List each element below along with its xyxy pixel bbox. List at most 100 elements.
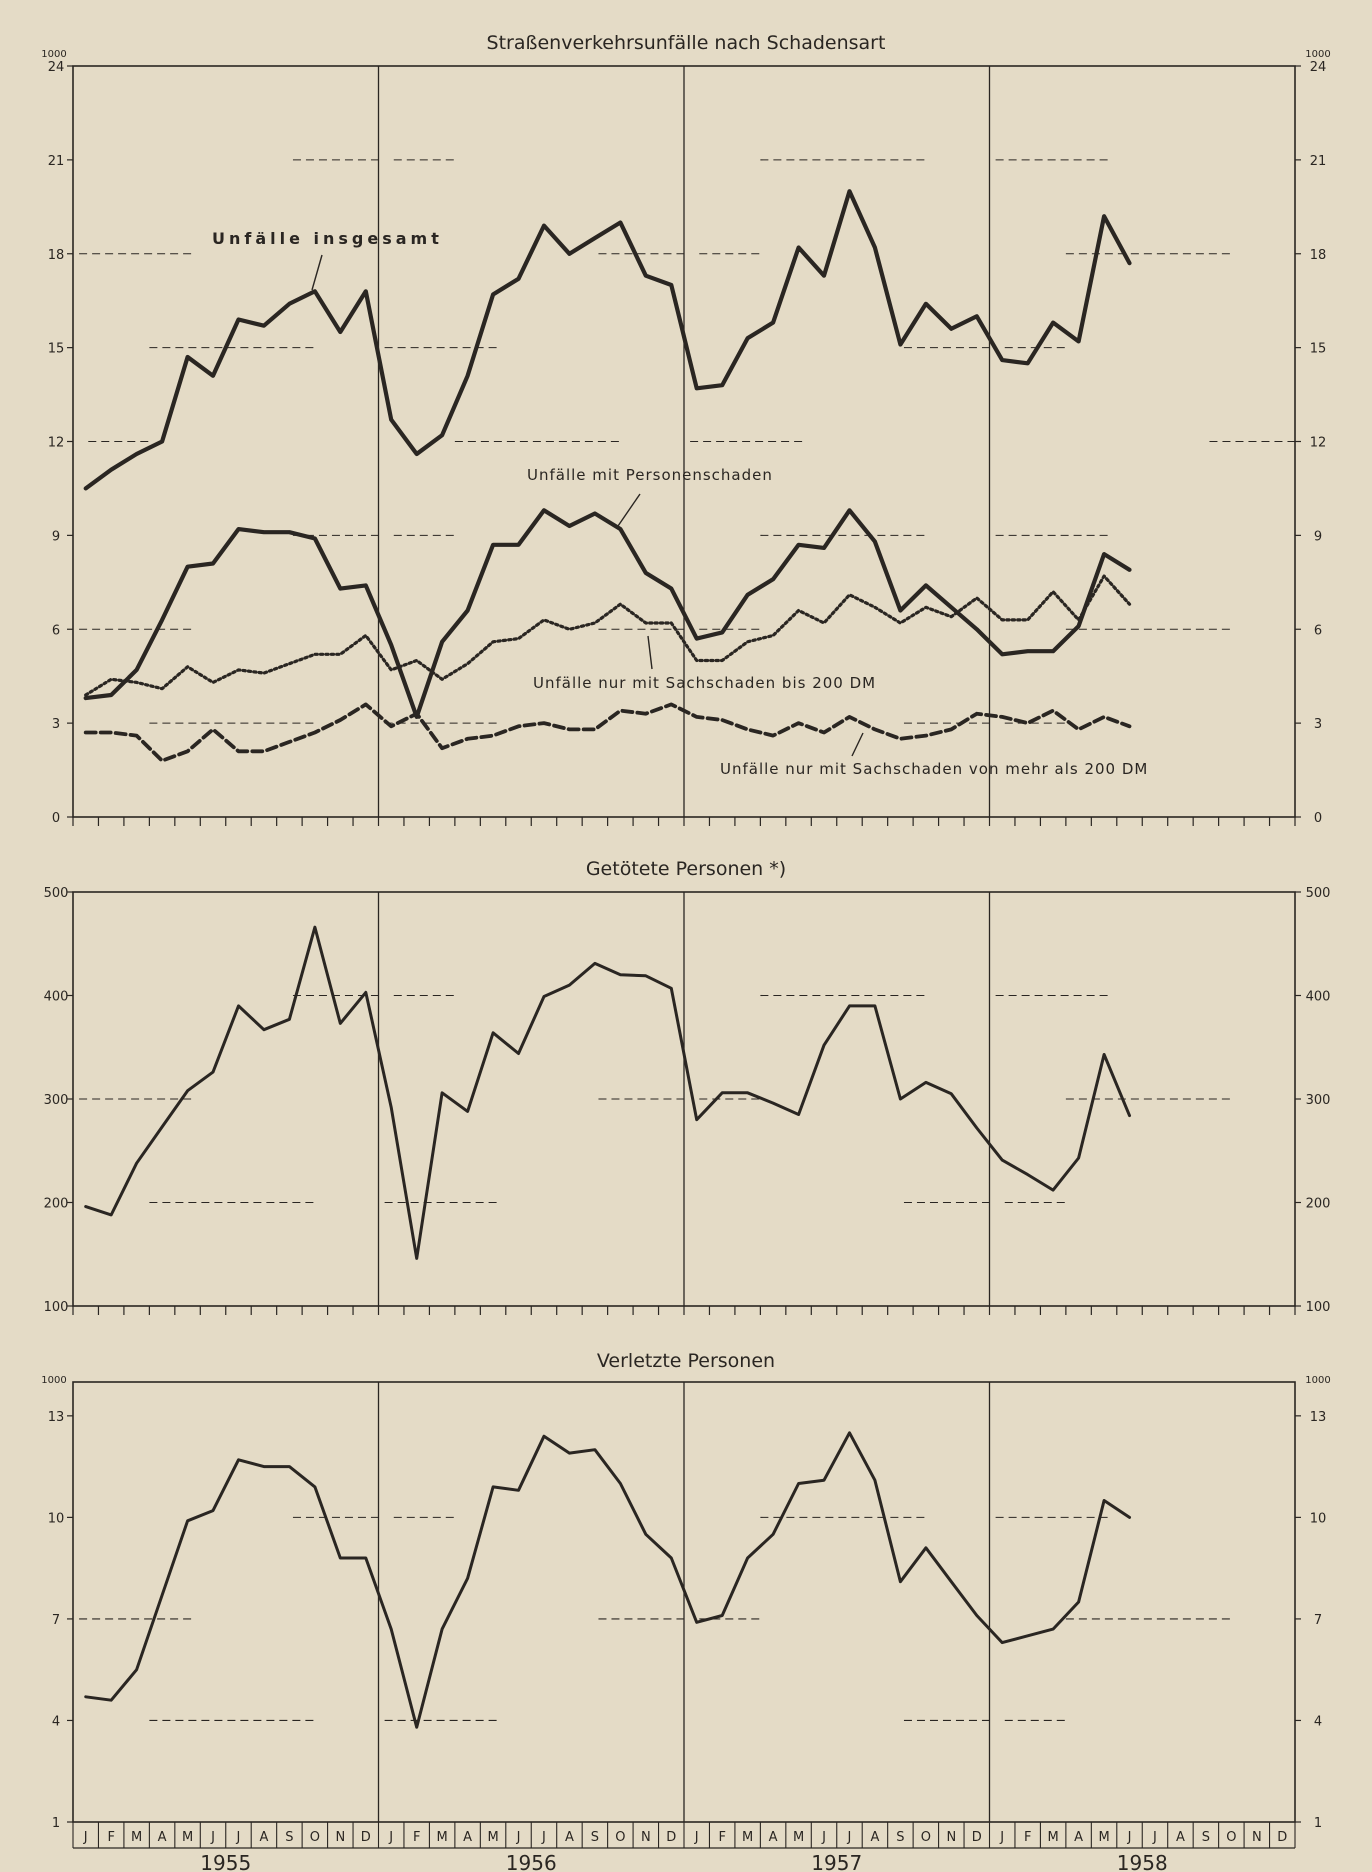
month-label: M [793,1830,804,1845]
y-tick-left-accidents: 0 [52,811,60,826]
month-label: S [896,1830,904,1845]
y-tick-right-injured: 10 [1310,1511,1327,1526]
y-tick-right-killed: 500 [1306,886,1331,901]
month-label: A [870,1830,879,1845]
month-label: A [769,1830,778,1845]
month-label: J [83,1830,88,1845]
y-tick-right-killed: 200 [1306,1197,1331,1212]
y-tick-right-accidents: 12 [1310,436,1327,451]
month-label: N [1252,1830,1262,1845]
series-line-injured-0 [84,1431,1131,1729]
y-tick-right-accidents: 3 [1314,717,1322,732]
y-tick-left-killed: 500 [44,886,69,901]
month-label: F [413,1830,420,1845]
unit-label-right-accidents: 1000 [1305,49,1330,60]
y-tick-right-accidents: 15 [1310,342,1327,357]
month-label: A [1176,1830,1185,1845]
month-label: O [310,1830,320,1845]
month-label: J [236,1830,241,1845]
year-label: 1956 [506,1851,557,1872]
y-tick-left-injured: 4 [52,1714,60,1729]
month-label: F [107,1830,114,1845]
year-label: 1955 [200,1851,251,1872]
month-label: O [921,1830,931,1845]
series-line-accidents-1 [83,508,1132,719]
month-label: N [335,1830,345,1845]
series-line-accidents-0 [83,189,1132,491]
month-label: A [259,1830,268,1845]
month-label: M [131,1830,142,1845]
y-tick-right-injured: 4 [1314,1714,1322,1729]
y-tick-left-accidents: 18 [48,248,65,263]
series-line-accidents-3 [83,702,1132,763]
month-label: A [1074,1830,1083,1845]
y-tick-left-accidents: 15 [48,342,65,357]
y-tick-right-accidents: 24 [1310,60,1327,75]
month-label: S [285,1830,293,1845]
month-label: A [565,1830,574,1845]
y-tick-left-injured: 13 [48,1410,65,1425]
y-tick-right-accidents: 21 [1310,154,1327,169]
month-label: F [1024,1830,1031,1845]
annotation-property-large-arrow [851,732,864,757]
y-tick-right-accidents: 18 [1310,248,1327,263]
month-label: J [821,1830,826,1845]
y-tick-right-killed: 400 [1306,990,1331,1005]
month-label: J [516,1830,521,1845]
y-tick-right-accidents: 0 [1314,811,1322,826]
y-tick-left-injured: 7 [52,1613,60,1628]
y-tick-left-killed: 400 [44,990,69,1005]
unit-label-left-injured: 1000 [41,1375,66,1386]
year-label: 1958 [1117,1851,1168,1872]
month-label: J [388,1830,393,1845]
annotation-total-arrow [311,254,323,291]
y-tick-left-killed: 300 [44,1093,69,1108]
annotation-total: Unfälle insgesamt [212,229,443,248]
month-label: A [463,1830,472,1845]
y-tick-left-accidents: 24 [48,60,65,75]
month-label: A [158,1830,167,1845]
month-label: S [591,1830,599,1845]
y-tick-right-injured: 13 [1310,1410,1327,1425]
month-label: J [847,1830,852,1845]
month-label: S [1202,1830,1210,1845]
unit-label-left-accidents: 1000 [41,49,66,60]
y-tick-right-killed: 300 [1306,1093,1331,1108]
month-label: O [1226,1830,1236,1845]
y-tick-left-killed: 200 [44,1197,69,1212]
series-line-killed-0 [84,925,1131,1260]
y-tick-right-accidents: 9 [1314,529,1322,544]
y-tick-left-accidents: 9 [52,529,60,544]
month-label: D [361,1830,371,1845]
y-tick-right-injured: 1 [1314,1816,1322,1831]
month-label: J [694,1830,699,1845]
month-label: J [210,1830,215,1845]
chart-title-killed: Getötete Personen *) [586,858,786,880]
annotation-property-large: Unfälle nur mit Sachschaden von mehr als… [720,760,1148,778]
y-tick-left-killed: 100 [44,1300,69,1315]
chart-generated-marks: 0 0 3 3 6 6 9 9 12 12 15 15 18 18 21 21 24 24 100 100 200 200… [44,60,1331,1872]
series-line-accidents-2 [84,574,1132,697]
y-tick-left-accidents: 3 [52,717,60,732]
annotation-personal: Unfälle mit Personenschaden [527,466,773,484]
month-label: M [1048,1830,1059,1845]
month-label: M [182,1830,193,1845]
annotation-property-small-arrow [647,635,653,670]
month-label: M [1098,1830,1109,1845]
month-label: N [946,1830,956,1845]
chart-title-injured: Verletzte Personen [597,1350,775,1372]
y-tick-left-accidents: 12 [48,436,65,451]
month-label: N [641,1830,651,1845]
annotation-personal-arrow [617,493,641,527]
month-label: M [487,1830,498,1845]
y-tick-right-injured: 7 [1314,1613,1322,1628]
y-tick-right-killed: 100 [1306,1300,1331,1315]
month-label: M [437,1830,448,1845]
month-label: D [1277,1830,1287,1845]
year-label: 1957 [811,1851,862,1872]
month-label: J [1127,1830,1132,1845]
month-label: J [999,1830,1004,1845]
month-label: J [1152,1830,1157,1845]
